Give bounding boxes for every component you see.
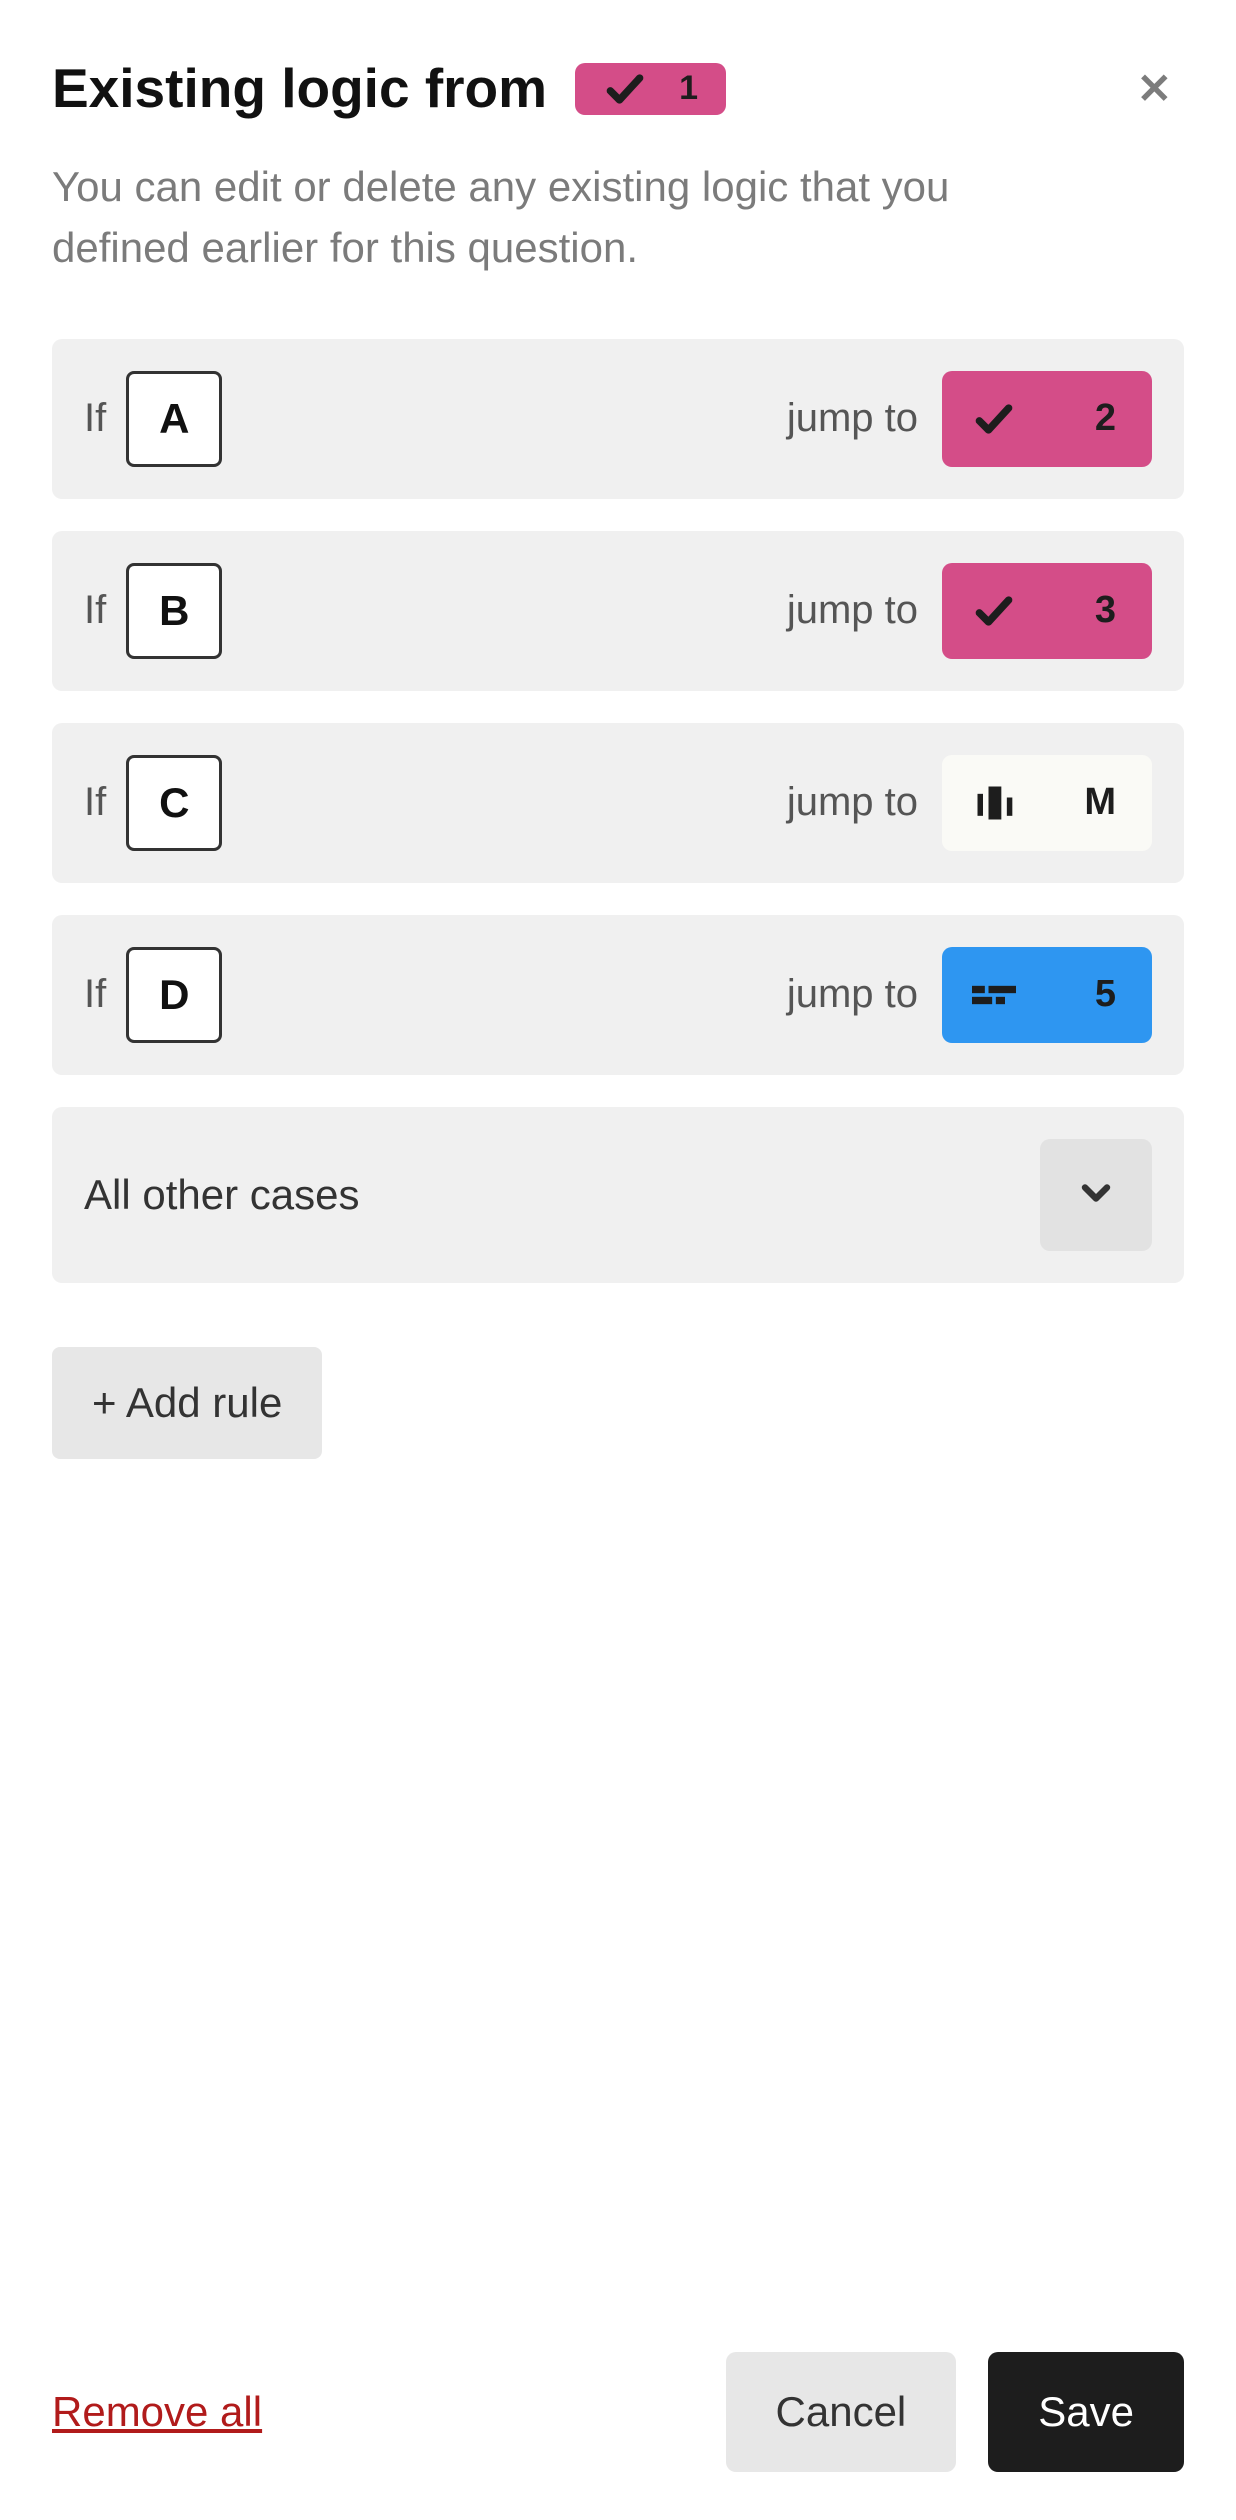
option-letter: A [159,395,189,443]
panel-subtitle: You can edit or delete any existing logi… [52,157,1072,279]
jump-to-label: jump to [787,780,918,825]
jump-target-label: M [1084,781,1116,824]
from-question-number: 1 [679,69,698,108]
jump-to-label: jump to [787,972,918,1017]
if-label: If [84,396,106,441]
jump-target-chip[interactable]: 3 [942,563,1152,659]
if-label: If [84,780,106,825]
footer: Remove all Cancel Save [52,2312,1184,2472]
option-letter: C [159,779,189,827]
cancel-label: Cancel [776,2388,907,2435]
header: Existing logic from 1 ✕ [52,56,1184,121]
rule-row[interactable]: If Cjump to M [52,723,1184,883]
option-box[interactable]: C [126,755,222,851]
from-question-chip[interactable]: 1 [575,63,726,115]
rule-row[interactable]: If Bjump to 3 [52,531,1184,691]
panel-title: Existing logic from [52,58,547,119]
save-label: Save [1038,2388,1134,2435]
remove-all-button[interactable]: Remove all [52,2388,262,2436]
chevron-down-icon [1074,1171,1118,1218]
if-label: If [84,972,106,1017]
save-button[interactable]: Save [988,2352,1184,2472]
form-icon [966,967,1022,1023]
close-icon: ✕ [1137,65,1172,112]
check-icon [966,391,1022,447]
remove-all-label: Remove all [52,2388,262,2435]
option-letter: B [159,587,189,635]
jump-target-chip[interactable]: 5 [942,947,1152,1043]
jump-target-label: 5 [1095,973,1116,1016]
rules-list: If Ajump to 2 If Bjump to 3 If Cjump to M If Djump… [52,339,1184,1075]
option-box[interactable]: D [126,947,222,1043]
cancel-button[interactable]: Cancel [726,2352,957,2472]
option-letter: D [159,971,189,1019]
jump-to-label: jump to [787,396,918,441]
fallback-label: All other cases [84,1171,359,1219]
bars-icon [966,775,1022,831]
rule-row[interactable]: If Ajump to 2 [52,339,1184,499]
close-button[interactable]: ✕ [1125,56,1184,121]
check-icon [966,583,1022,639]
add-rule-label: + Add rule [92,1379,282,1426]
fallback-expand-button[interactable] [1040,1139,1152,1251]
fallback-row[interactable]: All other cases [52,1107,1184,1283]
jump-target-label: 3 [1095,589,1116,632]
if-label: If [84,588,106,633]
rule-row[interactable]: If Djump to 5 [52,915,1184,1075]
option-box[interactable]: B [126,563,222,659]
option-box[interactable]: A [126,371,222,467]
add-rule-button[interactable]: + Add rule [52,1347,322,1459]
jump-target-label: 2 [1095,397,1116,440]
jump-target-chip[interactable]: 2 [942,371,1152,467]
jump-to-label: jump to [787,588,918,633]
jump-target-chip[interactable]: M [942,755,1152,851]
check-icon [603,67,647,111]
